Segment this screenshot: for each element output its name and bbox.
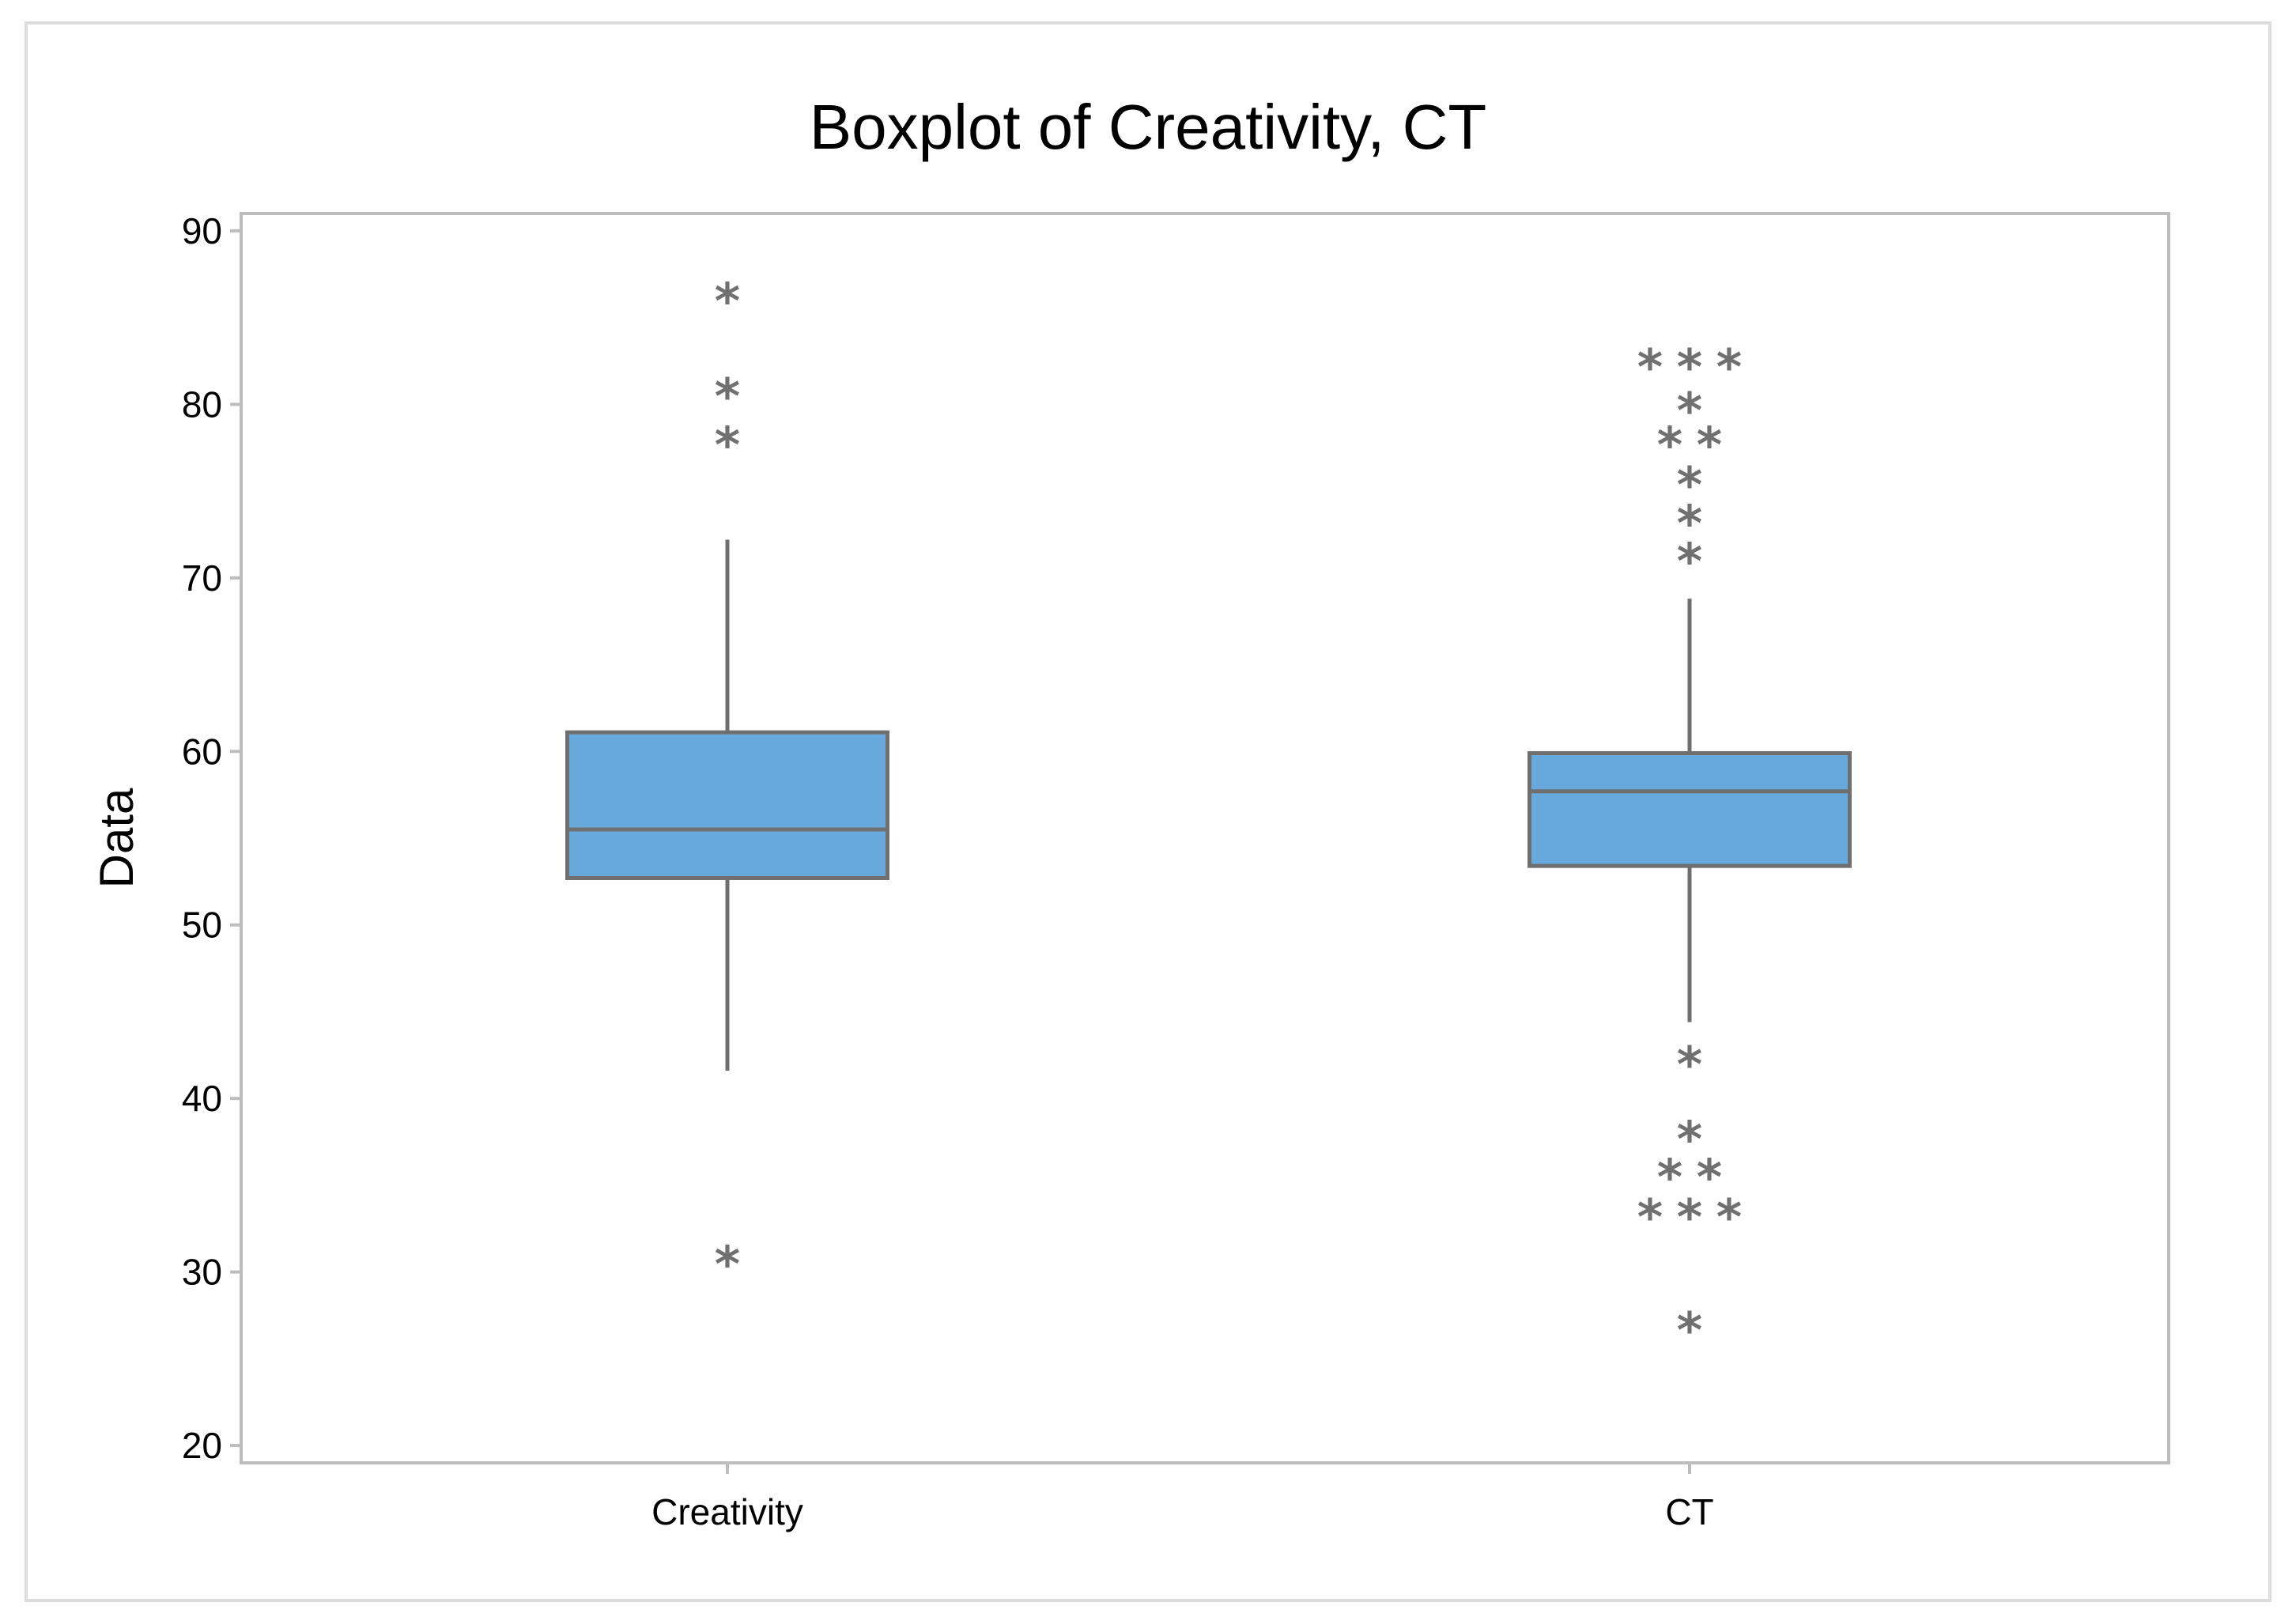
box-creativity: ****: [565, 273, 889, 1293]
chart-title: Boxplot of Creativity, CT: [810, 92, 1487, 162]
y-tick-label: 40: [182, 1078, 222, 1119]
outlier-marker: *: [715, 1235, 740, 1293]
y-tick-label: 20: [182, 1425, 222, 1466]
outlier-marker: *: [1677, 494, 1702, 552]
outlier-marker: *: [1657, 417, 1682, 474]
outlier-marker: *: [1637, 338, 1663, 396]
iqr-box: [565, 730, 889, 880]
outlier-marker: *: [1657, 1149, 1682, 1207]
outlier-marker: *: [1677, 338, 1702, 396]
outlier-marker: *: [715, 368, 740, 425]
y-tick-label: 30: [182, 1252, 222, 1293]
box-series: ***** * *** ******* ** * **: [565, 273, 1852, 1359]
x-axis: Creativity CT: [651, 1463, 1714, 1532]
outlier-marker: *: [1677, 456, 1702, 514]
outlier-marker: *: [1677, 1036, 1702, 1094]
outlier-marker: *: [1716, 1188, 1742, 1246]
outlier-marker: *: [715, 273, 740, 331]
iqr-box: [1528, 750, 1852, 868]
y-tick-label: 50: [182, 905, 222, 946]
y-tick-label: 70: [182, 557, 222, 599]
outlier-marker: *: [1697, 417, 1722, 474]
outlier-marker: *: [1677, 533, 1702, 591]
outlier-marker: *: [1677, 382, 1702, 440]
y-tick-label: 80: [182, 384, 222, 425]
y-axis-label: Data: [90, 788, 143, 888]
outlier-marker: *: [1637, 1188, 1663, 1246]
outlier-marker: *: [1677, 1302, 1702, 1359]
x-category-label: Creativity: [651, 1491, 803, 1532]
x-category-label: CT: [1665, 1491, 1713, 1532]
box-ct: * * *** ******* ** * **: [1528, 338, 1852, 1359]
outlier-marker: *: [1677, 1188, 1702, 1246]
plot-area: [240, 212, 2170, 1464]
y-axis: 20 30 40 50 60 70 80 90: [182, 210, 241, 1466]
outlier-marker: *: [1697, 1149, 1722, 1207]
outlier-marker: *: [715, 417, 740, 474]
y-tick-label: 90: [182, 210, 222, 251]
y-tick-label: 60: [182, 731, 222, 772]
outlier-marker: *: [1677, 1110, 1702, 1168]
outlier-marker: *: [1716, 338, 1742, 396]
